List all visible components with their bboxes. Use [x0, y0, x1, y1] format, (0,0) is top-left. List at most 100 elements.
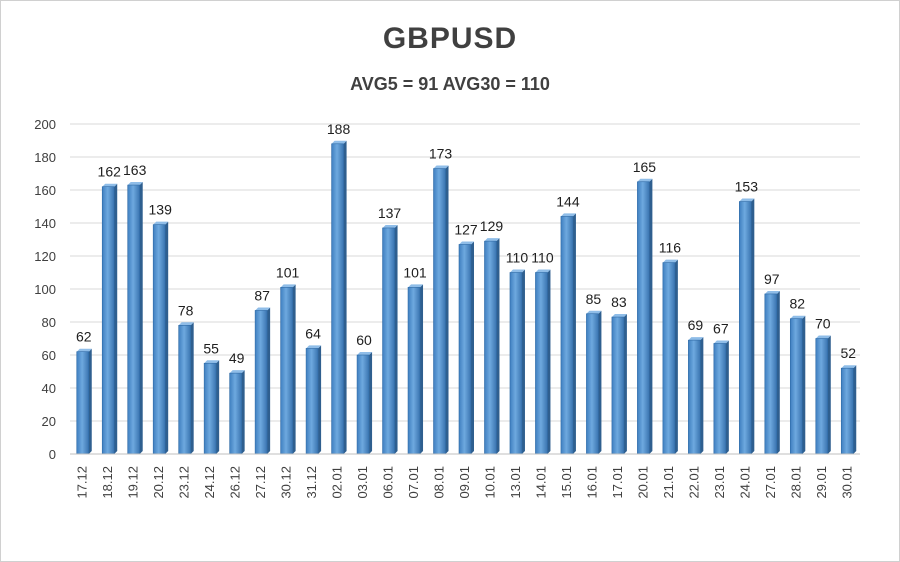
x-tick-label: 24.12 [202, 466, 217, 499]
x-tick-label: 02.01 [330, 466, 345, 499]
data-label: 52 [840, 345, 856, 361]
bar-front [560, 216, 574, 455]
data-label: 85 [586, 291, 602, 307]
bar-top [713, 340, 729, 344]
bar [101, 183, 118, 455]
bar-side [521, 269, 525, 454]
bar-top [408, 284, 424, 288]
data-label: 49 [229, 350, 245, 366]
data-label: 137 [378, 205, 402, 221]
bar-side [394, 224, 398, 454]
bar-side [343, 140, 347, 455]
data-label: 55 [203, 340, 219, 356]
bar-top [586, 310, 602, 314]
bar-side [725, 340, 729, 454]
data-label: 129 [480, 218, 504, 234]
data-label: 110 [506, 250, 529, 266]
x-tick-label: 23.12 [177, 466, 192, 499]
bar-side [241, 370, 245, 454]
bar-side [547, 269, 551, 454]
bar-top [739, 198, 755, 202]
bar-front [127, 184, 141, 455]
bar-top [611, 314, 627, 318]
bar-top [841, 365, 857, 369]
data-label: 97 [764, 271, 780, 287]
bar-side [853, 365, 857, 454]
bar-side [445, 165, 449, 455]
bar-side [674, 259, 678, 454]
bar [127, 182, 143, 455]
data-label: 153 [735, 179, 759, 195]
bar [433, 165, 449, 455]
bar-front [688, 339, 701, 455]
y-tick-label: 0 [49, 447, 56, 462]
bar-side [471, 241, 474, 454]
bar-front [509, 272, 523, 455]
bar [305, 345, 322, 455]
y-tick-label: 180 [34, 150, 56, 165]
data-label: 64 [305, 325, 321, 341]
bar-front [203, 362, 217, 455]
bar-side [420, 284, 424, 454]
x-tick-label: 29.01 [814, 466, 829, 499]
bar-front [458, 244, 472, 455]
bar-top [484, 238, 500, 242]
bar [789, 315, 806, 455]
data-label: 139 [149, 202, 173, 218]
x-tick-label: 10.01 [482, 466, 497, 499]
data-label: 116 [659, 240, 682, 256]
data-label: 144 [556, 193, 580, 209]
data-label: 163 [123, 162, 147, 178]
x-tick-label: 26.12 [228, 466, 243, 499]
bar-top [382, 224, 398, 228]
y-tick-label: 140 [34, 216, 56, 231]
bar-side [776, 290, 780, 454]
bar [662, 259, 678, 455]
data-label: 62 [76, 329, 92, 345]
bar-top [306, 345, 322, 349]
bar-top [204, 360, 220, 364]
bar [280, 284, 296, 455]
bar-side [88, 348, 92, 454]
x-tick-label: 31.12 [304, 466, 319, 499]
bar-front [815, 338, 829, 455]
y-tick-label: 200 [34, 117, 56, 132]
bar-side [649, 178, 653, 454]
bar-side [216, 360, 220, 454]
x-tick-label: 27.01 [763, 466, 778, 499]
y-tick-label: 120 [34, 249, 56, 264]
bar-top [255, 307, 271, 311]
bar [815, 335, 831, 455]
bar [611, 314, 627, 455]
x-tick-label: 17.01 [610, 466, 625, 499]
x-tick-label: 18.12 [100, 466, 115, 499]
bar-side [114, 183, 118, 454]
x-tick-label: 30.01 [839, 466, 854, 499]
x-tick-label: 06.01 [381, 466, 396, 499]
bar-top [560, 213, 576, 217]
y-tick-label: 60 [42, 348, 56, 363]
bar-front [535, 272, 548, 455]
x-tick-label: 13.01 [508, 466, 523, 499]
bar-top [280, 284, 296, 288]
bar-front [713, 343, 727, 455]
bars [76, 140, 857, 455]
bar-top [433, 165, 449, 169]
y-tick-label: 80 [42, 315, 56, 330]
data-label: 162 [98, 164, 122, 180]
bar [688, 337, 704, 455]
data-label: 69 [688, 317, 704, 333]
bar-side [751, 198, 755, 454]
x-tick-label: 15.01 [559, 466, 574, 499]
y-axis: 0 20 40 60 80 100 120 140 160 180 200 [34, 117, 56, 462]
data-label: 67 [713, 320, 729, 336]
bar [535, 269, 551, 455]
bar [203, 360, 220, 455]
bar [407, 284, 424, 455]
bar-top [127, 182, 143, 186]
bar-side [318, 345, 322, 454]
data-label: 60 [356, 332, 372, 348]
bar-front [637, 181, 650, 455]
chart-title: GBPUSD [382, 22, 518, 55]
bar [458, 241, 474, 455]
